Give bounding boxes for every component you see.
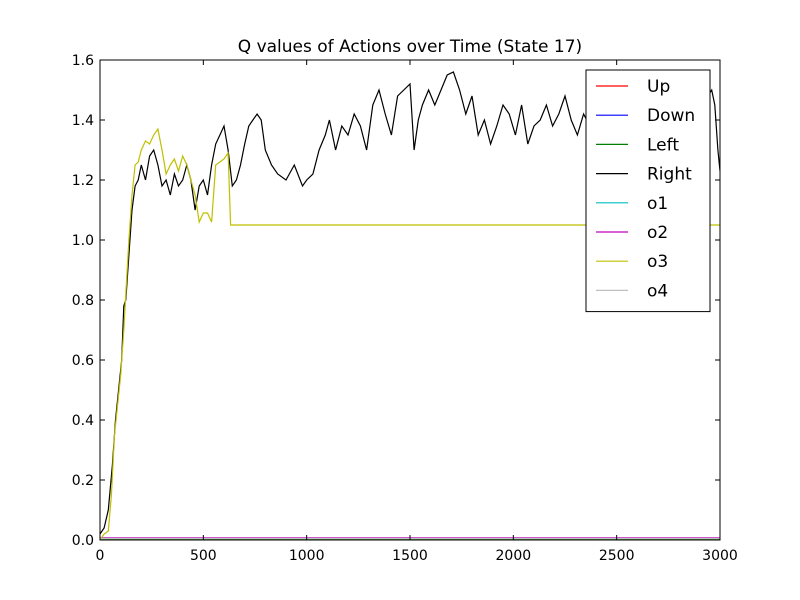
x-tick-label: 1000 [289, 548, 325, 564]
y-tick-label: 1.4 [72, 113, 94, 129]
y-tick-label: 0.8 [72, 293, 94, 309]
x-tick-label: 3000 [702, 548, 738, 564]
y-tick-label: 1.6 [72, 53, 94, 69]
y-tick-label: 0.4 [72, 413, 94, 429]
legend-label-o2: o2 [647, 223, 668, 243]
series-line-o3 [99, 127, 720, 541]
y-tick-label: 0.0 [72, 533, 94, 549]
y-tick-label: 1.0 [72, 233, 94, 249]
x-tick-label: 2500 [599, 548, 635, 564]
legend-label-o1: o1 [647, 194, 668, 214]
y-tick-label: 0.2 [72, 473, 94, 489]
legend-box [585, 69, 711, 313]
x-tick-label: 0 [96, 548, 105, 564]
legend-label-o4: o4 [647, 281, 668, 301]
x-axis: 0 500 1000 1500 2000 2500 3000 [96, 60, 738, 564]
legend-label-left: Left [647, 135, 679, 155]
legend-label-o3: o3 [647, 252, 668, 272]
legend: Up Down Left Right o1 o2 o3 o4 [585, 69, 711, 313]
legend-label-right: Right [647, 165, 692, 185]
x-tick-label: 1500 [392, 548, 428, 564]
y-tick-label: 0.6 [72, 353, 94, 369]
chart-title: Q values of Actions over Time (State 17) [238, 37, 582, 57]
x-tick-label: 500 [190, 548, 217, 564]
legend-label-up: Up [647, 77, 670, 97]
y-axis: 0.0 0.2 0.4 0.6 0.8 1.0 1.2 1.4 1.6 [72, 53, 720, 549]
x-tick-label: 2000 [496, 548, 532, 564]
y-tick-label: 1.2 [72, 173, 94, 189]
legend-label-down: Down [647, 106, 695, 126]
